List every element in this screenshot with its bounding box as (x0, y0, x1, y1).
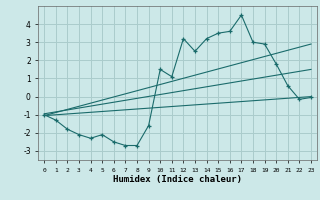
X-axis label: Humidex (Indice chaleur): Humidex (Indice chaleur) (113, 175, 242, 184)
